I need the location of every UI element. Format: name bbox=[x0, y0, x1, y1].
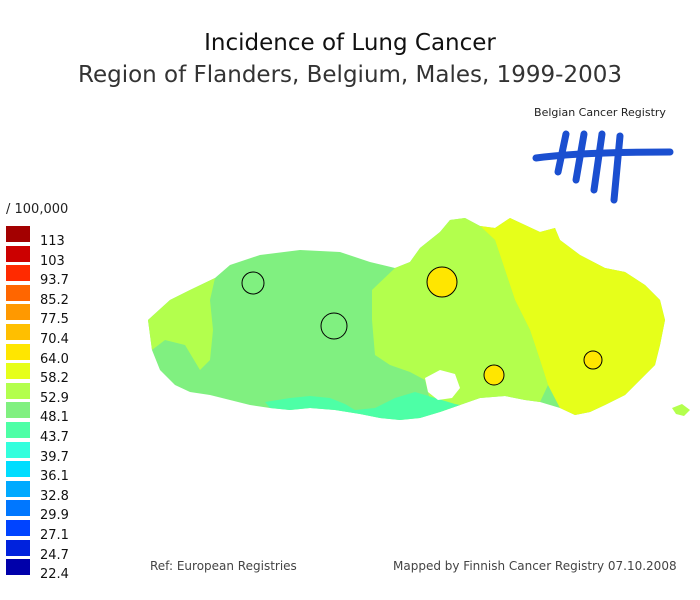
reference-note: Ref: European Registries bbox=[150, 559, 297, 573]
legend-swatch bbox=[6, 363, 30, 380]
legend-swatch bbox=[6, 402, 30, 419]
legend-label: 36.1 bbox=[40, 469, 69, 485]
map-marker-2 bbox=[320, 312, 348, 340]
legend-swatch bbox=[6, 324, 30, 340]
legend-swatch bbox=[6, 343, 30, 360]
legend-label: 39.7 bbox=[40, 449, 69, 465]
legend-label: 32.8 bbox=[40, 488, 69, 504]
map-subtitle: Region of Flanders, Belgium, Males, 1999… bbox=[78, 62, 622, 88]
map-region-west-coast bbox=[148, 278, 215, 370]
legend-label: 70.4 bbox=[40, 332, 69, 347]
legend-swatch bbox=[6, 441, 30, 458]
map-region-center bbox=[372, 218, 548, 412]
legend-label: 27.1 bbox=[40, 528, 69, 543]
legend-label: 29.9 bbox=[40, 508, 69, 524]
legend-label: 52.9 bbox=[40, 390, 69, 406]
legend-label: 64.0 bbox=[40, 351, 69, 367]
legend-swatch bbox=[6, 480, 30, 497]
legend-unit: / 100,000 bbox=[6, 202, 69, 217]
mapped-by-note: Mapped by Finnish Cancer Registry 07.10.… bbox=[393, 559, 677, 573]
map-title: Incidence of Lung Cancer bbox=[204, 30, 496, 56]
map-marker-3 bbox=[426, 266, 458, 298]
map-brussels-hole bbox=[425, 370, 460, 400]
logo-text: Belgian Cancer Registry bbox=[534, 106, 666, 119]
legend-swatch bbox=[6, 500, 30, 517]
legend-label: 113 bbox=[40, 234, 65, 249]
legend-label: 93.7 bbox=[40, 273, 69, 289]
legend-swatch bbox=[6, 304, 30, 321]
legend-swatch bbox=[6, 265, 30, 282]
legend-label: 85.2 bbox=[40, 292, 69, 308]
map-region-exclave bbox=[672, 404, 690, 416]
legend-label: 77.5 bbox=[40, 312, 69, 328]
legend-swatch bbox=[6, 520, 30, 536]
legend-swatch bbox=[6, 559, 30, 576]
legend-label: 48.1 bbox=[40, 410, 69, 426]
legend-swatch bbox=[6, 461, 30, 478]
map-marker-5 bbox=[583, 350, 603, 370]
legend-swatch bbox=[6, 539, 30, 556]
legend-label: 58.2 bbox=[40, 371, 69, 387]
legend-swatch bbox=[6, 226, 30, 242]
legend-label: 22.4 bbox=[40, 567, 69, 583]
map-region-south-band bbox=[265, 392, 460, 420]
map-marker-4 bbox=[483, 364, 505, 386]
legend-swatch bbox=[6, 382, 30, 399]
legend-swatch bbox=[6, 245, 30, 262]
legend-swatch bbox=[6, 422, 30, 438]
legend-swatch bbox=[6, 284, 30, 301]
map-marker-1 bbox=[241, 271, 265, 295]
tally-marks-icon bbox=[532, 130, 674, 204]
legend-label: 24.7 bbox=[40, 547, 69, 563]
map-region-east bbox=[480, 218, 665, 415]
legend-label: 43.7 bbox=[40, 430, 69, 445]
belgian-cancer-registry-logo: Belgian Cancer Registry bbox=[520, 100, 680, 212]
legend-label: 103 bbox=[40, 253, 65, 269]
